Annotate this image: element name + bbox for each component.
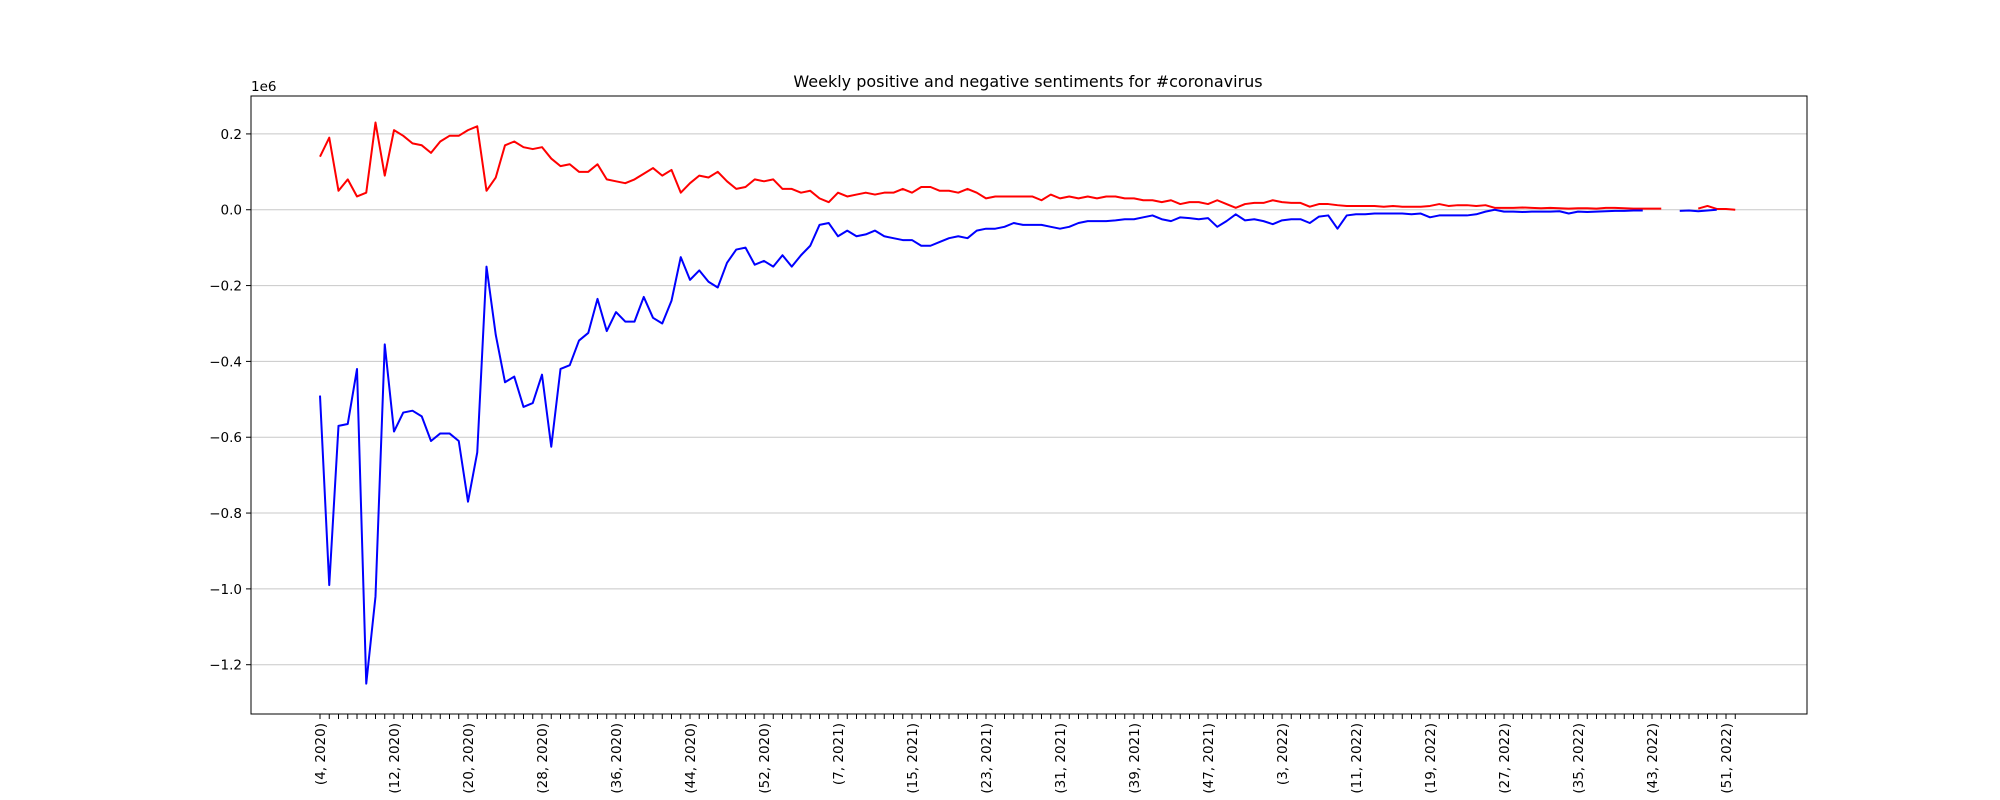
x-tick-label: (4, 2020) [313, 723, 329, 785]
x-tick-label: (23, 2021) [979, 723, 995, 794]
y-tick-label: 0.2 [221, 127, 242, 143]
series-line-1 [319, 121, 1736, 211]
x-tick-label: (31, 2021) [1053, 723, 1069, 794]
y-tick-label: −0.6 [209, 430, 242, 446]
x-tick-label: (11, 2022) [1349, 723, 1365, 794]
x-tick-label: (7, 2021) [831, 723, 847, 785]
y-tick-label: −1.2 [209, 658, 242, 674]
x-tick-label: (3, 2022) [1275, 723, 1291, 785]
x-tick-label: (19, 2022) [1423, 723, 1439, 794]
chart-title: Weekly positive and negative sentiments … [793, 72, 1262, 91]
y-tick-label: −1.0 [209, 582, 242, 598]
grid-lines [251, 133, 1807, 666]
x-axis: (4, 2020) (12, 2020) (20, 2020) (28, 2020) (… [313, 714, 1736, 794]
y-tick-label: −0.2 [209, 279, 242, 295]
x-tick-label: (35, 2022) [1571, 723, 1587, 794]
y-axis-offset-label: 1e6 [251, 79, 276, 95]
x-tick-label: (15, 2021) [905, 723, 921, 794]
x-tick-label: (43, 2022) [1645, 723, 1661, 794]
x-tick-label: (20, 2020) [461, 723, 477, 794]
x-tick-label: (12, 2020) [387, 723, 403, 794]
x-tick-label: (27, 2022) [1497, 723, 1513, 794]
x-tick-label: (36, 2020) [609, 723, 625, 794]
series-lines [319, 121, 1736, 685]
y-tick-label: −0.8 [209, 506, 242, 522]
x-tick-label: (39, 2021) [1127, 723, 1143, 794]
x-tick-label: (28, 2020) [535, 723, 551, 794]
x-tick-label: (51, 2022) [1719, 723, 1735, 794]
y-axis: 0.2 0.0 −0.2 −0.4 −0.6 −0.8 −1.0 −1.2 [209, 127, 251, 674]
series-line-2 [319, 208, 1717, 685]
y-tick-label: −0.4 [209, 354, 242, 370]
plot-frame [250, 95, 1808, 715]
x-tick-label: (52, 2020) [757, 723, 773, 794]
x-tick-label: (47, 2021) [1201, 723, 1217, 794]
x-tick-label: (44, 2020) [683, 723, 699, 794]
y-tick-label: 0.0 [221, 203, 242, 219]
